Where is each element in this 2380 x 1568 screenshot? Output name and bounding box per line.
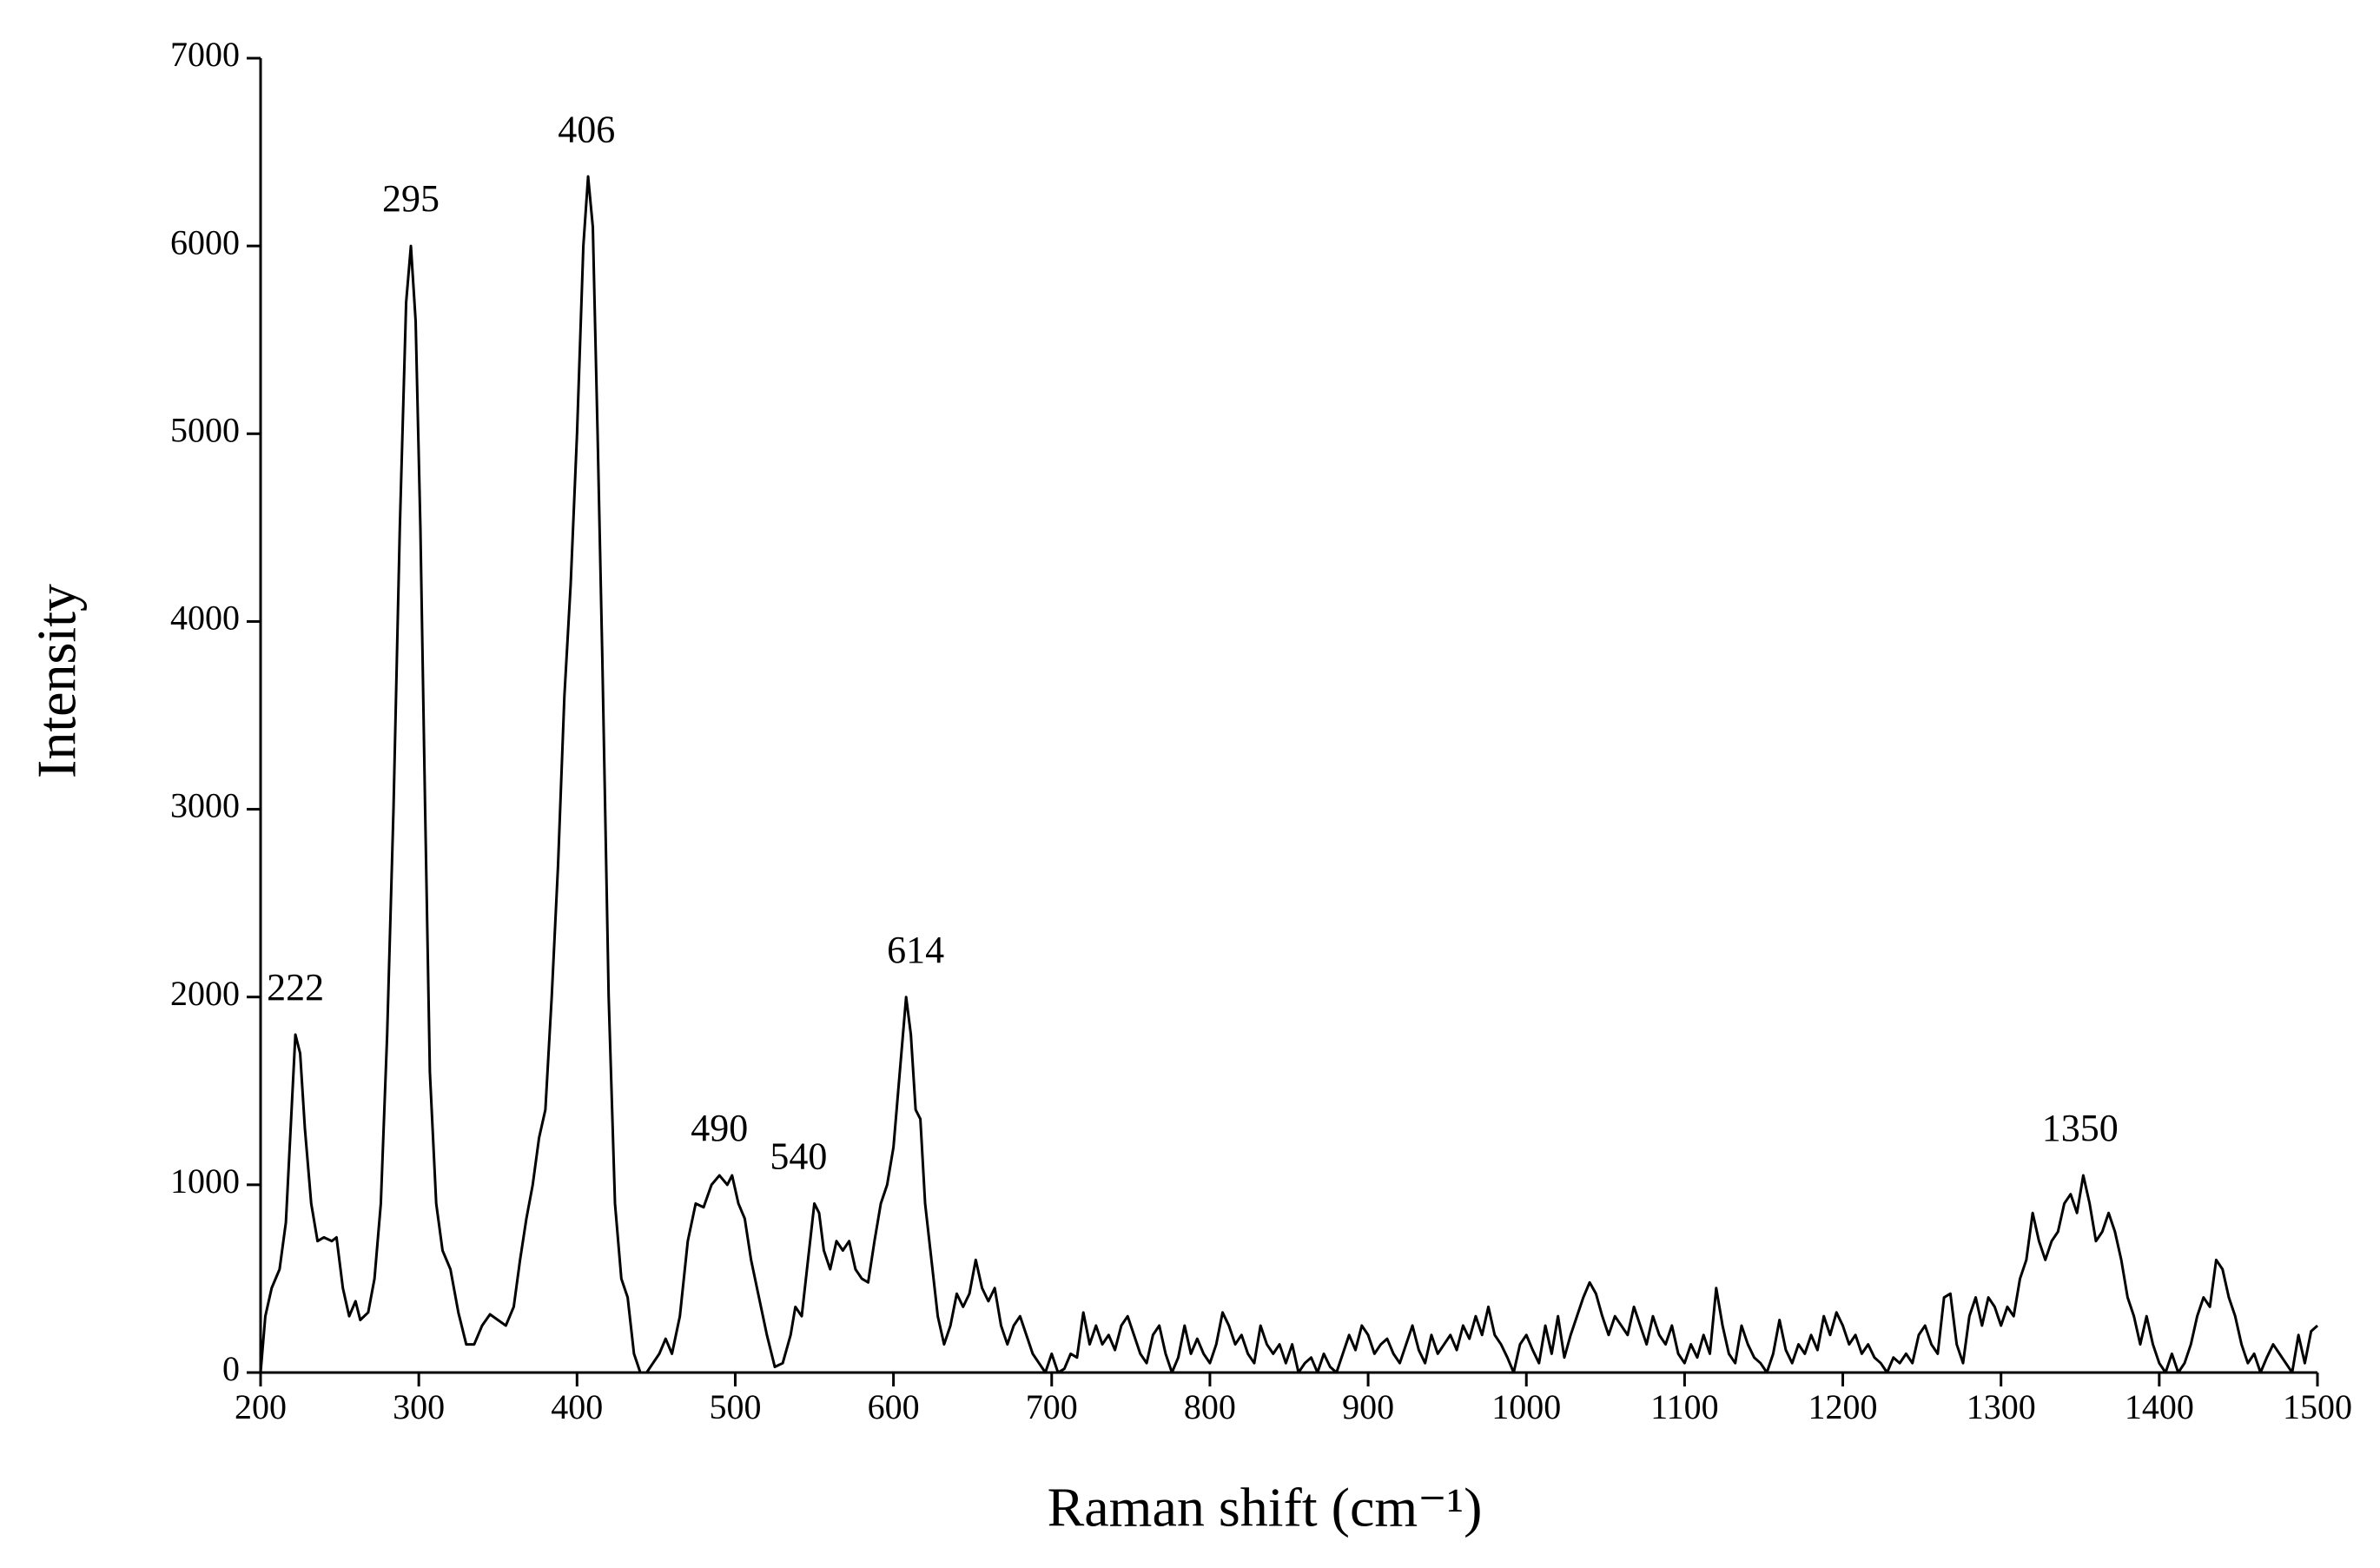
x-tick-label: 1500 — [2283, 1387, 2352, 1426]
y-tick-label: 6000 — [170, 222, 240, 261]
peak-label: 490 — [691, 1107, 748, 1149]
peak-label: 295 — [382, 177, 440, 220]
x-tick-label: 500 — [709, 1387, 761, 1426]
y-tick-label: 1000 — [170, 1161, 240, 1201]
spectrum-line — [259, 175, 2318, 1374]
x-tick-label: 1200 — [1808, 1387, 1878, 1426]
x-tick-label: 400 — [551, 1387, 603, 1426]
x-tick-label: 1400 — [2125, 1387, 2194, 1426]
y-tick-label: 2000 — [170, 974, 240, 1013]
peak-label: 1350 — [2042, 1107, 2119, 1149]
peak-label: 540 — [770, 1135, 827, 1178]
peak-label: 406 — [558, 108, 615, 150]
x-tick-label: 300 — [393, 1387, 445, 1426]
y-axis-title: Intensity — [26, 584, 88, 778]
x-tick-label: 1300 — [1967, 1387, 2036, 1426]
y-tick-label: 4000 — [170, 599, 240, 638]
x-axis-title: Raman shift (cm⁻¹) — [1048, 1477, 1483, 1538]
x-tick-label: 1100 — [1650, 1387, 1719, 1426]
peak-label: 614 — [887, 929, 944, 971]
y-tick-label: 7000 — [170, 35, 240, 74]
x-tick-label: 800 — [1184, 1387, 1236, 1426]
x-tick-label: 600 — [868, 1387, 920, 1426]
y-tick-label: 5000 — [170, 410, 240, 449]
x-tick-label: 700 — [1026, 1387, 1078, 1426]
x-tick-label: 1000 — [1491, 1387, 1561, 1426]
y-tick-label: 3000 — [170, 786, 240, 825]
y-tick-label: 0 — [222, 1349, 240, 1388]
peak-label: 222 — [267, 966, 324, 1009]
x-tick-label: 200 — [235, 1387, 287, 1426]
x-tick-label: 900 — [1342, 1387, 1394, 1426]
